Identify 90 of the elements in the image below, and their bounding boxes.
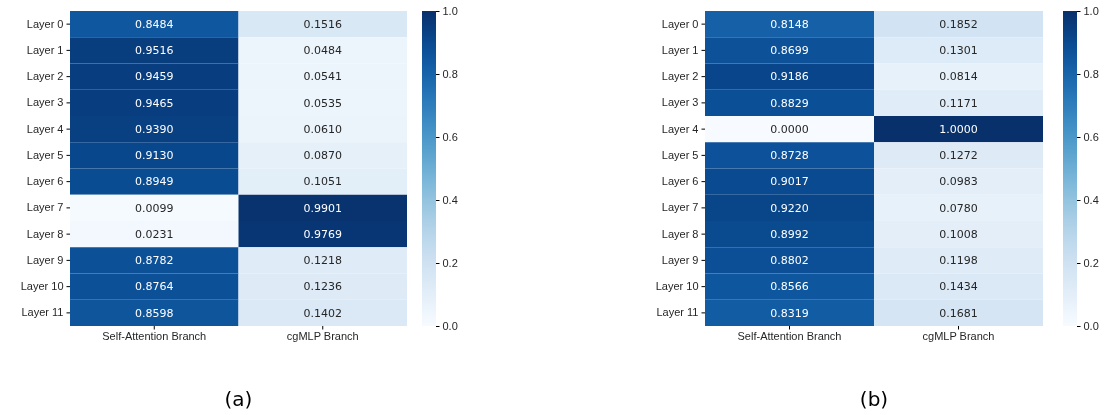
data-label: 0.0983 <box>939 175 978 189</box>
data-label: 0.9769 <box>303 227 342 241</box>
data-label: 0.1198 <box>939 254 978 268</box>
data-label: 0.1681 <box>939 306 978 320</box>
color-bar-label: 0.2 <box>442 257 458 270</box>
data-label: 0.8566 <box>770 280 809 294</box>
y-tick-label: Layer 2 <box>661 70 699 83</box>
data-label: 0.8319 <box>770 306 809 320</box>
data-label: 1.0000 <box>939 122 978 136</box>
data-label: 0.0541 <box>303 70 342 84</box>
y-tick-label: Layer 0 <box>661 17 699 30</box>
data-label: 0.0000 <box>770 122 809 136</box>
data-label: 0.0231 <box>135 227 174 241</box>
y-tick-label: Layer 6 <box>26 175 64 188</box>
color-bar-label: 0.4 <box>1083 194 1099 207</box>
y-tick-label: Layer 9 <box>26 253 64 266</box>
data-label: 0.0870 <box>303 149 342 163</box>
data-label: 0.8782 <box>135 254 174 268</box>
y-tick-label: Layer 11 <box>21 306 64 319</box>
text: (a) <box>224 387 253 411</box>
data-label: 0.9186 <box>770 70 809 84</box>
y-tick-label: Layer 7 <box>26 201 64 214</box>
y-tick-label: Layer 3 <box>661 96 699 109</box>
y-tick-label: Layer 3 <box>26 96 64 109</box>
text: (b) <box>859 387 889 411</box>
data-label: 0.9017 <box>770 175 809 189</box>
y-tick-label: Layer 11 <box>656 306 699 319</box>
data-label: 0.1434 <box>939 280 978 294</box>
data-label: 0.9465 <box>135 96 174 110</box>
x-tick-label: Self-Attention Branch <box>102 330 207 343</box>
data-label: 0.9130 <box>135 149 174 163</box>
y-tick-label: Layer 8 <box>661 227 699 240</box>
y-tick-label: Layer 6 <box>661 175 699 188</box>
data-label: 0.1516 <box>303 17 342 31</box>
data-label: 0.1051 <box>303 175 342 189</box>
color-bar-label: 0.2 <box>1083 257 1099 270</box>
data-label: 0.1852 <box>939 17 978 31</box>
data-label: 0.1171 <box>939 96 978 110</box>
data-label: 0.9390 <box>135 122 174 136</box>
x-tick-label: cgMLP Branch <box>286 330 359 343</box>
color-bar-label: 1.0 <box>1083 5 1099 18</box>
color-bar-label: 0.6 <box>1083 131 1099 144</box>
data-label: 0.9516 <box>135 44 174 58</box>
color-bar-label: 0.4 <box>442 194 458 207</box>
data-label: 0.8598 <box>135 306 174 320</box>
x-tick-label: cgMLP Branch <box>922 330 995 343</box>
data-label: 0.1272 <box>939 149 978 163</box>
data-label: 0.1008 <box>939 227 978 241</box>
y-tick-label: Layer 2 <box>26 70 64 83</box>
data-label: 0.8699 <box>770 44 809 58</box>
y-tick-label: Layer 9 <box>661 253 699 266</box>
y-tick-label: Layer 7 <box>661 201 699 214</box>
color-bar-label: 1.0 <box>442 5 458 18</box>
data-label: 0.1236 <box>303 280 342 294</box>
data-label: 0.0814 <box>939 70 978 84</box>
data-label: 0.8802 <box>770 254 809 268</box>
data-label: 0.1301 <box>939 44 978 58</box>
data-label: 0.8829 <box>770 96 809 110</box>
y-tick-label: Layer 10 <box>20 280 64 293</box>
color-bar-label: 0.8 <box>442 68 458 81</box>
y-tick-label: Layer 5 <box>661 148 699 161</box>
data-label: 0.9220 <box>770 201 809 215</box>
y-tick-label: Layer 4 <box>26 122 64 135</box>
data-label: 0.8764 <box>135 280 174 294</box>
data-label: 0.1218 <box>303 254 342 268</box>
y-tick-label: Layer 5 <box>26 148 64 161</box>
data-label: 0.8949 <box>135 175 174 189</box>
data-label: 0.8992 <box>770 227 809 241</box>
data-label: 0.9901 <box>303 201 342 215</box>
data-label: 0.8148 <box>770 17 809 31</box>
y-tick-label: Layer 8 <box>26 227 64 240</box>
color-bar-label: 0.6 <box>442 131 458 144</box>
y-tick-label: Layer 10 <box>655 280 699 293</box>
color-bar-label: 0.8 <box>1083 68 1099 81</box>
color-bar-label: 0.0 <box>1083 320 1099 333</box>
data-label: 0.1402 <box>303 306 342 320</box>
y-tick-label: Layer 4 <box>661 122 699 135</box>
x-tick-label: Self-Attention Branch <box>737 330 842 343</box>
y-tick-label: Layer 0 <box>26 17 64 30</box>
data-label: 0.8728 <box>770 149 809 163</box>
data-label: 0.0099 <box>135 201 174 215</box>
data-label: 0.0780 <box>939 201 978 215</box>
y-tick-label: Layer 1 <box>26 43 64 56</box>
data-label: 0.8484 <box>135 17 174 31</box>
color-bar-label: 0.0 <box>442 320 458 333</box>
data-label: 0.0535 <box>303 96 342 110</box>
data-label: 0.9459 <box>135 70 174 84</box>
data-label: 0.0610 <box>303 122 342 136</box>
data-label: 0.0484 <box>303 44 342 58</box>
y-tick-label: Layer 1 <box>661 43 699 56</box>
